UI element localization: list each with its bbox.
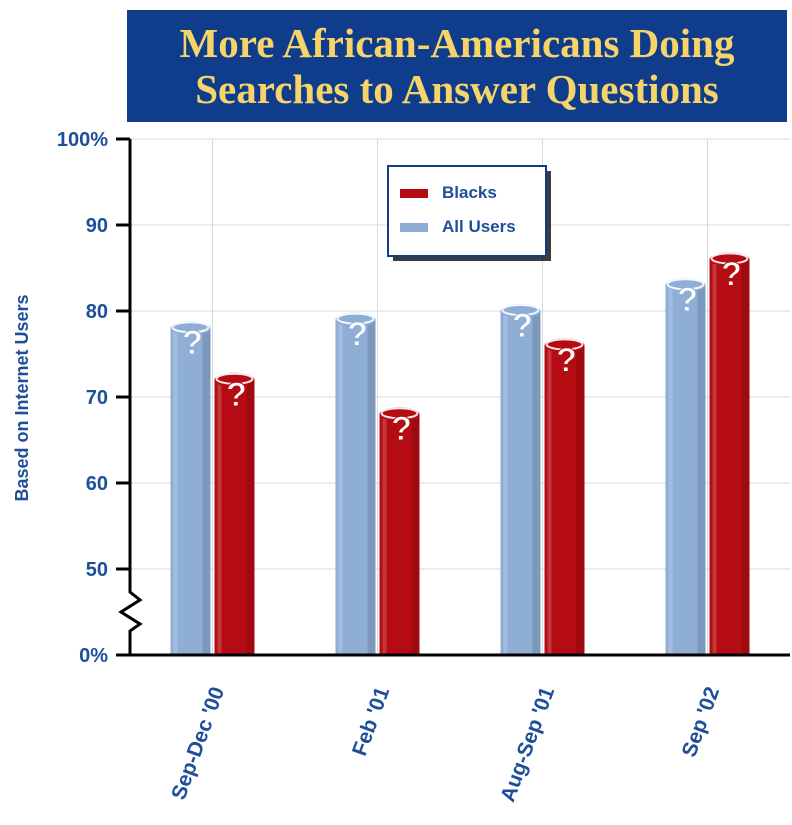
bar-highlight [503,311,508,655]
bar-cap-rim [710,252,749,265]
x-tick-label: Aug-Sep '01 [496,684,559,805]
y-axis-title: Based on Internet Users [12,294,32,501]
bar-shade [741,259,750,655]
bar-all-users: ? [500,304,541,655]
bar-highlight [668,285,673,655]
bar-cap-rim [171,321,210,334]
x-tick-label: Feb '01 [348,684,394,759]
bar-shade [202,328,211,655]
bar-highlight [173,328,178,655]
bar-all-users: ? [335,312,376,655]
chart-title-box: More African-Americans Doing Searches to… [127,10,787,122]
bar-shade [411,414,420,655]
bar-highlight [547,345,552,655]
legend-swatch [400,223,428,232]
bar-body [500,311,541,655]
y-tick-labels: 100% 90 80 70 60 50 0% [57,129,108,667]
question-mark-icon: ? [677,281,698,319]
legend-label: All Users [442,217,516,236]
bar-all-users: ? [665,278,706,655]
bar-shade [697,285,706,655]
bars: ???????? [170,252,750,655]
y-tick-label: 80 [86,301,108,323]
bar-cap-rim [501,304,540,316]
bar-shade [576,345,585,655]
bar-body [335,319,376,655]
legend: Blacks All Users [387,165,551,261]
y-axis-with-break [118,139,143,655]
bar-highlight [382,414,387,655]
y-tick-label: 90 [86,215,108,237]
bar-cap-rim [215,372,254,385]
bar-body [665,285,706,655]
question-mark-icon: ? [512,307,533,345]
question-mark-icon: ? [226,376,247,414]
x-tick-label: Sep-Dec '00 [167,684,229,803]
bar-shade [532,311,541,655]
y-tick-label: 60 [86,473,108,495]
bar-cap-rim [545,338,584,351]
legend-box [387,165,547,257]
bar-all-users: ? [170,321,211,655]
bar-blacks: ? [379,407,420,655]
question-mark-icon: ? [391,410,412,448]
bar-blacks: ? [709,252,750,655]
y-tick-label: 50 [86,559,108,581]
bar-highlight [712,259,717,655]
bar-body [379,414,420,655]
chart-title-line-2: Searches to Answer Questions [195,66,719,112]
y-tick-label: 100% [57,129,108,151]
bar-body [214,379,255,655]
question-mark-icon: ? [556,341,577,379]
bar-cap-rim [336,312,375,325]
question-mark-icon: ? [182,324,203,362]
question-mark-icon: ? [347,316,368,354]
bar-highlight [338,319,343,655]
axes [116,137,790,657]
bar-highlight [217,379,222,655]
question-mark-icon: ? [721,255,742,293]
bar-blacks: ? [544,338,585,655]
bar-body [544,345,585,655]
x-tick-labels: Sep-Dec '00 Feb '01 Aug-Sep '01 Sep '02 [167,684,724,805]
bar-cap-rim [380,407,419,420]
bar-body [709,259,750,655]
bar-blacks: ? [214,372,255,655]
x-tick-label: Sep '02 [678,684,724,760]
bar-body [170,328,211,655]
legend-label: Blacks [442,183,497,202]
bar-shade [246,379,255,655]
bar-shade [367,319,376,655]
y-tick-label: 70 [86,387,108,409]
chart-title-line-1: More African-Americans Doing [179,20,735,66]
legend-swatch [400,189,428,198]
bar-cap-rim [666,278,705,291]
y-tick-label: 0% [79,645,108,667]
